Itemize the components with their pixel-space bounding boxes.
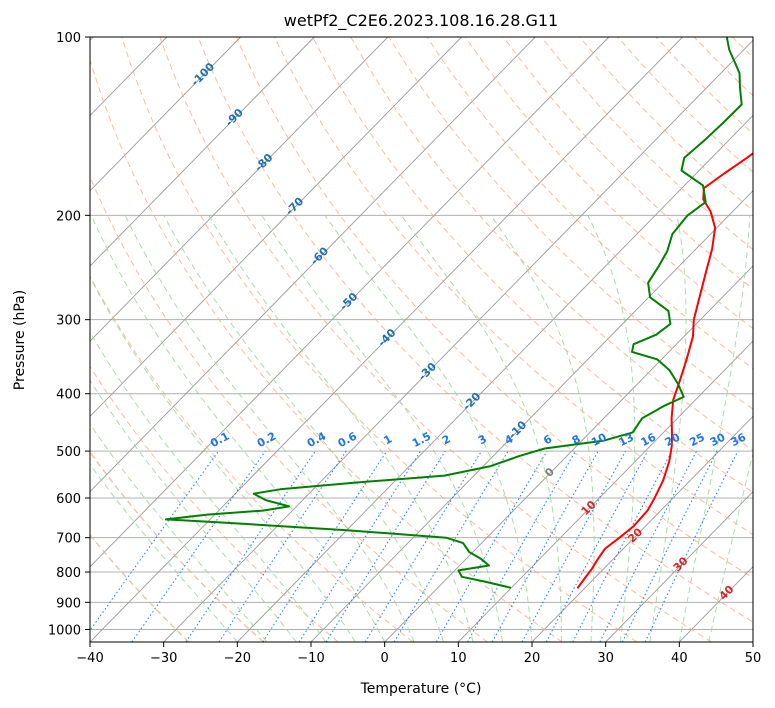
- series-line-dewpoint: [164, 37, 743, 589]
- isotherm-gridline: [605, 490, 753, 642]
- moist-adiabat-line: [90, 463, 238, 642]
- dry-adiabat-line: [235, 37, 753, 579]
- isotherm-gridline: [531, 415, 753, 642]
- background-lines: [90, 37, 753, 642]
- moist-adiabat-line: [649, 215, 687, 642]
- moist-adiabat-line: [90, 331, 327, 642]
- isotherm-gridline: [310, 190, 753, 642]
- isotherm-gridline: [90, 37, 389, 342]
- isotherm-gridline: [163, 39, 753, 642]
- profile-lines: [164, 37, 753, 589]
- moist-adiabat-line: [678, 215, 751, 642]
- isotherm-gridline: [384, 265, 753, 642]
- y-tick-label: 600: [56, 492, 81, 507]
- mixing-ratio-line: [393, 450, 509, 642]
- moist-adiabat-line: [490, 215, 595, 642]
- x-tick-label: 10: [450, 651, 467, 666]
- dry-adiabat-line: [273, 37, 753, 536]
- x-tick-label: −10: [297, 651, 324, 666]
- x-tick-label: 20: [524, 651, 541, 666]
- moist-adiabat-line: [163, 215, 445, 642]
- isotherm-gridline: [90, 37, 462, 418]
- y-tick-label: 500: [56, 445, 81, 460]
- mixing-ratio-line: [185, 450, 316, 642]
- y-tick-label: 100: [56, 31, 81, 46]
- x-axis-label: Temperature (°C): [360, 681, 482, 697]
- isotherm-gridline: [90, 37, 536, 493]
- axis-ticks: −40 −30 −20 −10 0 10 20 30 40 50 100 200 300 400 500 60…: [48, 31, 761, 666]
- mixing-ratio-line: [491, 450, 599, 642]
- y-tick-label: 200: [56, 209, 81, 224]
- mixing-ratio-line: [545, 450, 649, 642]
- x-tick-label: 0: [381, 651, 389, 666]
- plot-frame: [89, 36, 754, 643]
- mixing-ratio-line: [572, 450, 673, 642]
- moist-adiabat-line: [261, 215, 503, 642]
- mixing-ratio-line: [621, 450, 718, 642]
- y-tick-label: 400: [56, 388, 81, 403]
- dry-adiabat-line: [350, 37, 753, 452]
- isotherm-gridline: [90, 37, 315, 267]
- moist-adiabat-line: [90, 423, 268, 642]
- mixing-ratio-label: 36: [729, 430, 749, 449]
- mixing-ratio-label: 10: [589, 430, 609, 449]
- y-tick-label: 700: [56, 532, 81, 547]
- isotherm-gridline: [90, 37, 683, 642]
- mixing-ratio-line: [467, 450, 576, 642]
- x-tick-label: 30: [597, 651, 614, 666]
- x-tick-label: −20: [224, 651, 251, 666]
- dry-adiabat-line: [90, 175, 488, 642]
- dry-adiabat-line: [121, 37, 638, 642]
- mixing-ratio-line: [131, 450, 266, 642]
- dry-adiabat-line: [90, 450, 264, 642]
- mixing-ratio-label: 20: [663, 430, 683, 449]
- moist-adiabat-line: [324, 215, 533, 642]
- dry-adiabat-line: [426, 37, 753, 370]
- dry-adiabat-line: [90, 365, 339, 642]
- moist-adiabat-line: [124, 215, 415, 642]
- moist-adiabat-line: [90, 379, 297, 642]
- dry-adiabat-line: [90, 57, 563, 642]
- isotherm-gridline: [90, 37, 610, 568]
- x-tick-label: 40: [671, 651, 688, 666]
- y-axis-label: Pressure (hPa): [12, 290, 28, 390]
- mixing-ratio-line: [325, 450, 446, 642]
- moist-adiabat-line: [90, 215, 386, 642]
- isotherm-gridline: [90, 37, 241, 192]
- moist-adiabat-line: [400, 215, 562, 642]
- mixing-ratio-line: [435, 450, 548, 642]
- mixing-ratio-label: 25: [687, 431, 707, 450]
- mixing-ratio-line: [218, 450, 347, 642]
- mixing-ratio-line: [521, 450, 627, 642]
- dry-adiabat-line: [90, 274, 414, 642]
- mixing-ratio-line: [262, 450, 388, 642]
- mixing-ratio-line: [599, 450, 698, 642]
- dry-adiabat-line: [312, 37, 753, 493]
- mixing-ratio-line: [90, 450, 219, 632]
- moist-adiabat-line: [208, 215, 474, 642]
- moist-adiabat-line: [90, 276, 356, 642]
- series-line-temperature: [576, 152, 753, 589]
- x-tick-label: −40: [76, 651, 103, 666]
- mixing-ratio-label: 16: [639, 430, 659, 449]
- x-tick-label: 50: [745, 651, 762, 666]
- dry-adiabat-line: [197, 37, 753, 623]
- mixing-ratio-line: [298, 450, 421, 642]
- mixing-ratio-label: 30: [708, 430, 728, 449]
- y-tick-label: 300: [56, 314, 81, 329]
- y-tick-label: 1000: [48, 623, 81, 638]
- moist-adiabat-line: [587, 215, 636, 642]
- dry-adiabat-line: [388, 37, 753, 410]
- y-tick-label: 800: [56, 566, 81, 581]
- isotherm-gridline: [236, 114, 753, 642]
- y-tick-label: 900: [56, 596, 81, 611]
- mixing-ratio-label: 13: [616, 431, 636, 450]
- dry-adiabat-line: [159, 37, 712, 642]
- chart-title: wetPf2_C2E6.2023.108.16.28.G11: [284, 11, 558, 31]
- mixing-ratio-line: [644, 450, 739, 642]
- x-tick-label: −30: [150, 651, 177, 666]
